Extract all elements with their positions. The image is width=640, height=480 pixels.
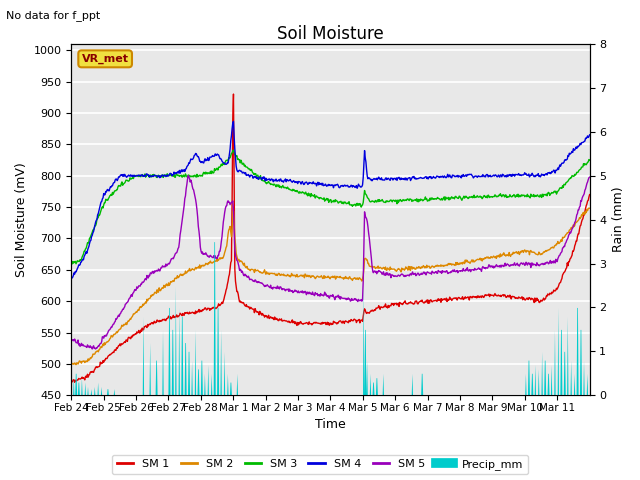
SM 1 (224, 278, 232, 284)
SM 1 (270, 317, 278, 323)
SM 5 (251, 279, 259, 285)
SM 1 (586, 192, 593, 197)
SM 1 (71, 379, 79, 385)
Line: SM 3: SM 3 (71, 150, 589, 265)
SM 2 (67, 359, 75, 365)
Y-axis label: Rain (mm): Rain (mm) (612, 187, 625, 252)
SM 2 (413, 265, 421, 271)
SM 2 (586, 205, 593, 211)
SM 4 (223, 160, 231, 166)
SM 3 (223, 157, 231, 163)
Y-axis label: Soil Moisture (mV): Soil Moisture (mV) (15, 162, 28, 277)
SM 2 (129, 313, 136, 319)
SM 3 (230, 147, 237, 153)
SM 5 (129, 290, 136, 296)
SM 4 (586, 132, 593, 138)
Line: SM 2: SM 2 (71, 208, 589, 365)
SM 4 (128, 173, 136, 179)
SM 5 (67, 337, 75, 343)
SM 4 (250, 175, 257, 180)
SM 3 (385, 199, 392, 204)
Line: SM 5: SM 5 (71, 176, 589, 349)
SM 5 (225, 200, 232, 205)
SM 2 (385, 266, 392, 272)
Line: SM 4: SM 4 (71, 121, 589, 279)
Line: SM 1: SM 1 (71, 94, 589, 382)
SM 4 (67, 276, 75, 282)
SM 1 (251, 310, 259, 315)
SM 4 (269, 179, 277, 185)
Legend: SM 1, SM 2, SM 3, SM 4, SM 5, Precip_mm: SM 1, SM 2, SM 3, SM 4, SM 5, Precip_mm (112, 455, 528, 474)
X-axis label: Time: Time (315, 419, 346, 432)
Text: No data for f_ppt: No data for f_ppt (6, 10, 100, 21)
SM 3 (128, 175, 136, 181)
SM 2 (224, 231, 232, 237)
SM 5 (184, 173, 192, 179)
SM 2 (250, 267, 257, 273)
SM 4 (385, 175, 392, 181)
SM 1 (129, 332, 136, 338)
SM 3 (67, 262, 75, 268)
SM 2 (72, 362, 80, 368)
SM 3 (586, 157, 593, 163)
SM 3 (269, 182, 277, 188)
SM 1 (385, 304, 393, 310)
SM 5 (414, 270, 422, 276)
SM 5 (270, 285, 278, 290)
SM 5 (92, 346, 99, 352)
Text: VR_met: VR_met (82, 54, 129, 64)
SM 2 (585, 205, 593, 211)
SM 5 (586, 174, 593, 180)
Title: Soil Moisture: Soil Moisture (277, 24, 384, 43)
SM 5 (385, 272, 393, 278)
SM 4 (413, 176, 421, 181)
SM 4 (230, 119, 237, 124)
SM 1 (414, 301, 422, 307)
SM 3 (413, 199, 421, 204)
SM 2 (269, 271, 277, 276)
SM 3 (250, 171, 257, 177)
SM 1 (67, 378, 75, 384)
SM 1 (230, 91, 237, 97)
